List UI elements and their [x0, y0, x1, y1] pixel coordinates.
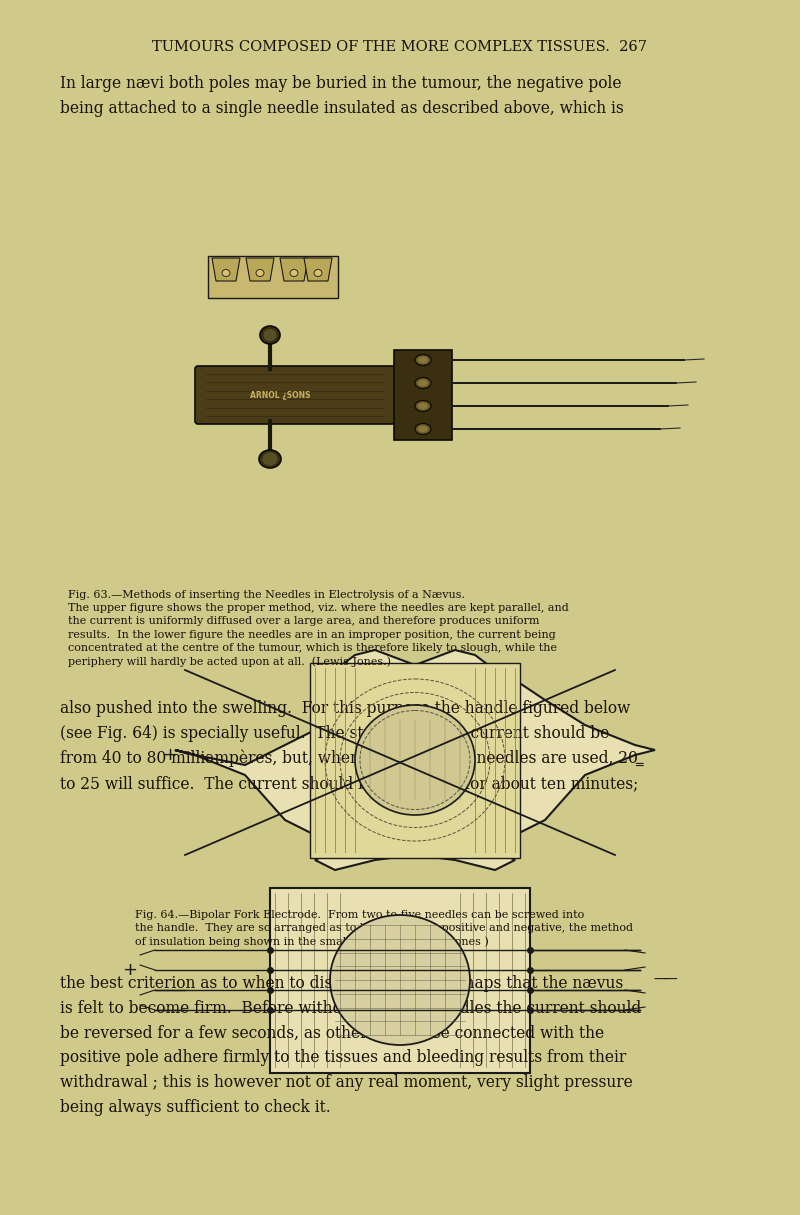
Ellipse shape	[264, 329, 276, 340]
Ellipse shape	[290, 270, 298, 277]
Ellipse shape	[418, 403, 427, 409]
Text: also pushed into the swelling.  For this purpose the handle figured below
(see F: also pushed into the swelling. For this …	[60, 700, 638, 792]
Ellipse shape	[418, 426, 427, 433]
Ellipse shape	[259, 450, 281, 468]
Text: ARNOL ¿SONS: ARNOL ¿SONS	[250, 390, 310, 400]
Polygon shape	[304, 258, 332, 281]
Text: The upper figure shows the proper method, viz. where the needles are kept parall: The upper figure shows the proper method…	[68, 603, 569, 667]
Polygon shape	[212, 258, 240, 281]
Ellipse shape	[263, 453, 277, 465]
Ellipse shape	[418, 380, 427, 386]
FancyBboxPatch shape	[208, 256, 338, 298]
Text: ═: ═	[635, 758, 642, 772]
FancyBboxPatch shape	[195, 366, 396, 424]
Ellipse shape	[330, 915, 470, 1045]
Text: +: +	[162, 746, 178, 764]
Text: Fig. 63.—Methods of inserting the Needles in Electrolysis of a Nævus.: Fig. 63.—Methods of inserting the Needle…	[68, 590, 465, 600]
Text: +: +	[122, 961, 138, 979]
FancyBboxPatch shape	[394, 350, 452, 440]
Polygon shape	[175, 650, 655, 870]
Text: In large nævi both poles may be buried in the tumour, the negative pole
being at: In large nævi both poles may be buried i…	[60, 75, 624, 117]
Ellipse shape	[260, 326, 280, 344]
Text: TUMOURS COMPOSED OF THE MORE COMPLEX TISSUES.  267: TUMOURS COMPOSED OF THE MORE COMPLEX TIS…	[153, 40, 647, 53]
Ellipse shape	[256, 270, 264, 277]
Ellipse shape	[222, 270, 230, 277]
FancyBboxPatch shape	[270, 888, 530, 1073]
Ellipse shape	[314, 270, 322, 277]
Text: Fig. 64.—Bipolar Fork Electrode.  From two to five needles can be screwed into: Fig. 64.—Bipolar Fork Electrode. From tw…	[135, 910, 584, 920]
Text: the best criterion as to when to discontinue it is perhaps that the nævus
is fel: the best criterion as to when to discont…	[60, 974, 642, 1117]
Ellipse shape	[415, 424, 431, 435]
Text: the handle.  They are so arranged as to be alternately positive and negative, th: the handle. They are so arranged as to b…	[135, 923, 633, 948]
Polygon shape	[246, 258, 274, 281]
FancyBboxPatch shape	[310, 663, 520, 858]
Text: —: —	[653, 973, 667, 987]
Ellipse shape	[355, 705, 475, 815]
Polygon shape	[280, 258, 308, 281]
Ellipse shape	[415, 355, 431, 366]
Ellipse shape	[415, 401, 431, 412]
Ellipse shape	[415, 378, 431, 389]
Ellipse shape	[418, 357, 427, 363]
Text: —: —	[663, 973, 677, 987]
